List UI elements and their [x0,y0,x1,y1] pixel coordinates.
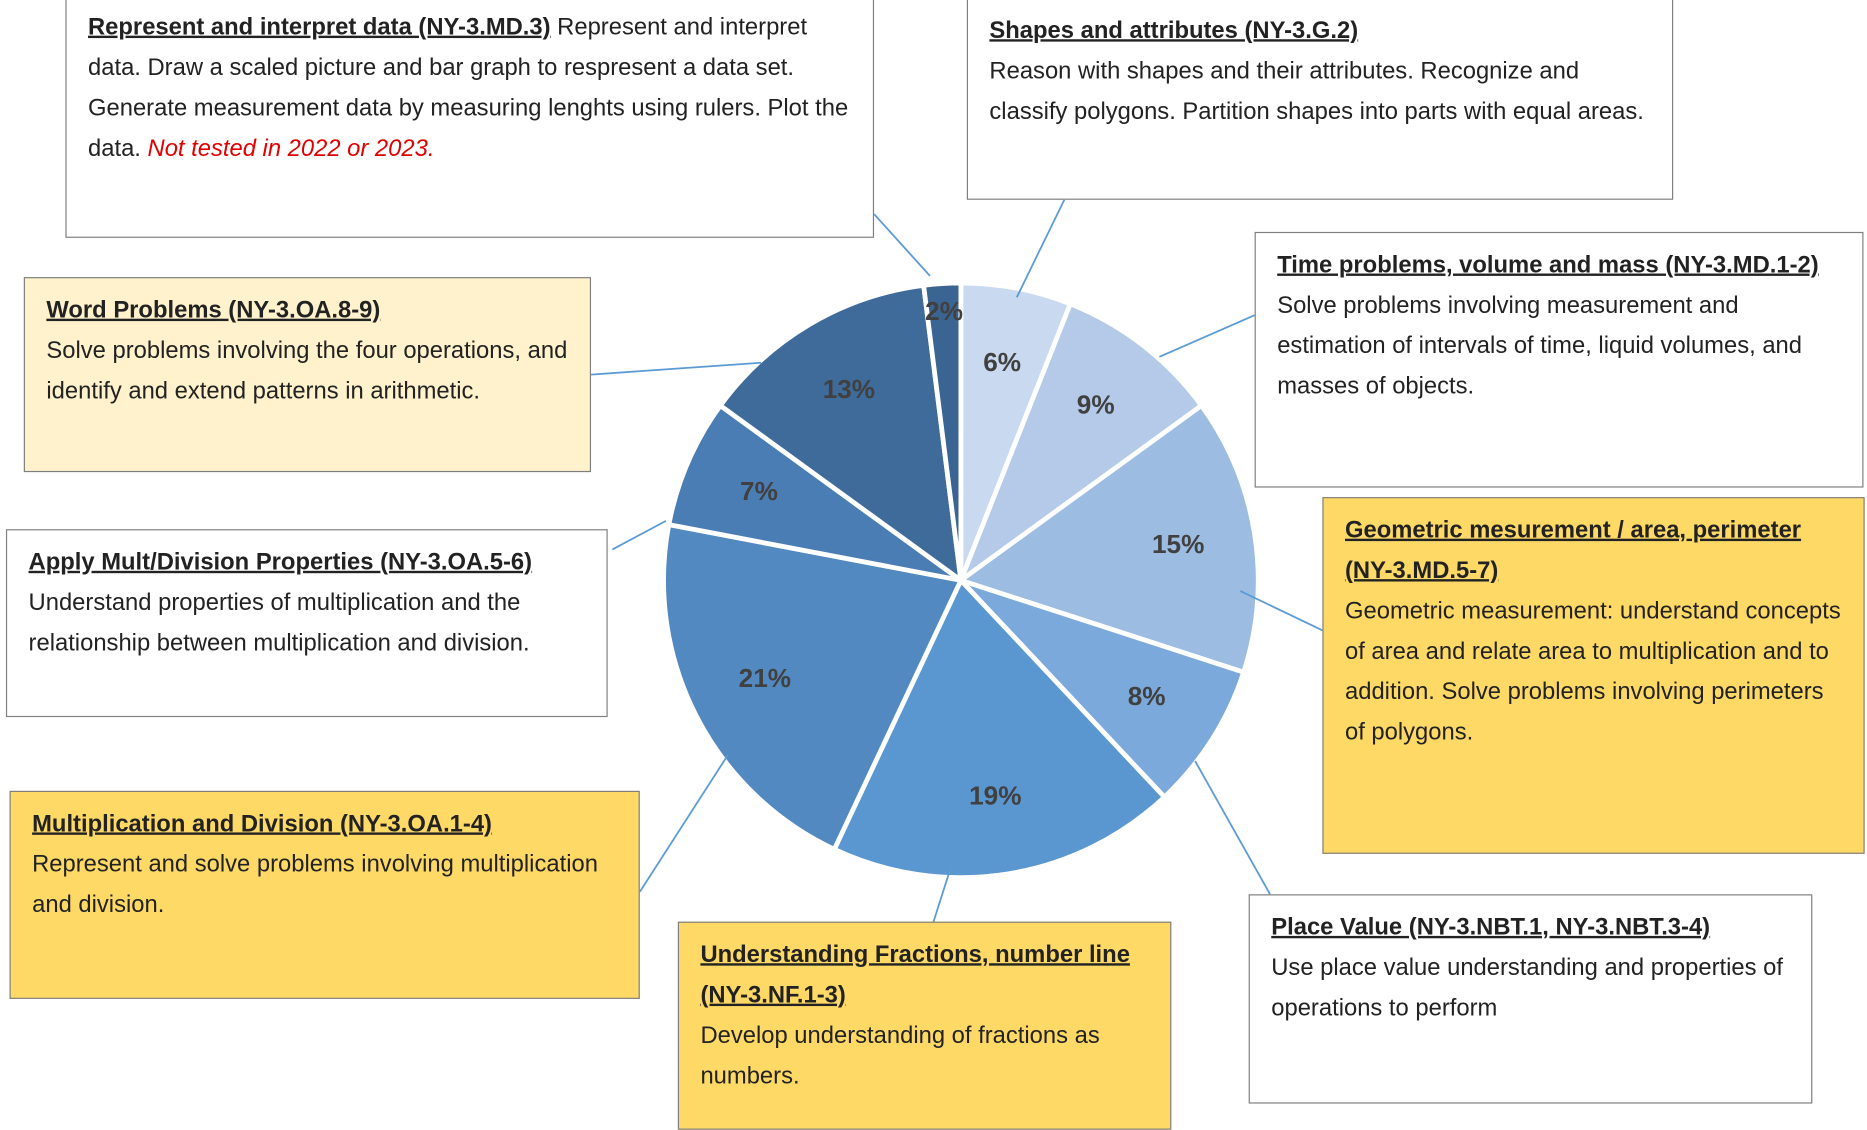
callout-box: Shapes and attributes (NY-3.G.2) Reason w… [966,0,1674,200]
leader-line [1194,760,1271,895]
callout-box: Place Value (NY-3.NBT.1, NY-3.NBT.3-4) Us… [1248,894,1813,1104]
leader-line [639,754,729,893]
callout-text: Represent and solve problems involving m… [32,851,598,919]
slice-label: 2% [925,296,963,326]
callout-title: Understanding Fractions, number line (NY… [700,941,1130,1009]
leader-line [1015,199,1066,298]
callout-title: Geometric mesurement / area, perimeter (… [1344,517,1802,584]
callout-title: Shapes and attributes (NY-3.G.2) [989,17,1359,45]
callout-text: Geometric measurement: understand concep… [1344,598,1841,746]
callout-box: Represent and interpret data (NY-3.MD.3)… [65,0,875,238]
callout-box: Understanding Fractions, number line (NY… [677,921,1172,1130]
slice-label: 21% [739,663,791,693]
leader-line [1239,590,1323,632]
pie-slice [955,300,1205,588]
slice-label: 15% [1152,529,1204,559]
callout-note: Not tested in 2022 or 2023. [147,135,435,162]
callout-text: Understand properties of multiplication … [28,589,530,657]
callout-box: Word Problems (NY-3.OA.8-9) Solve problem… [23,277,592,473]
slice-label: 8% [1128,681,1166,711]
pie-slice [666,402,963,583]
slice-label: 13% [823,374,875,404]
slice-label: 19% [969,781,1021,811]
leader-line [1159,314,1255,358]
callout-text: Use place value understanding and proper… [1271,954,1783,1022]
leader-line [590,361,762,376]
slice-label: 7% [740,476,778,506]
leader-line [612,520,667,551]
pie-slice [661,521,965,853]
callout-box: Multiplication and Division (NY-3.OA.1-4… [9,790,640,999]
pie-slice [717,282,964,586]
callout-text: Solve problems involving the four operat… [46,337,568,405]
callout-box: Apply Mult/Division Properties (NY-3.OA.… [5,529,608,718]
callout-title: Word Problems (NY-3.OA.8-9) [46,297,381,324]
pie-slice [831,576,1168,880]
callout-title: Apply Mult/Division Properties (NY-3.OA.… [28,549,533,576]
leader-line [932,865,953,922]
callout-title: Represent and interpret data (NY-3.MD.3) [88,14,551,41]
leader-line [873,213,931,277]
callout-title: Multiplication and Division (NY-3.OA.1-4… [32,811,492,838]
callout-title: Place Value (NY-3.NBT.1, NY-3.NBT.3-4) [1271,914,1711,941]
pie-slice [955,402,1261,676]
callout-text: Solve problems involving measurement and… [1277,292,1803,400]
callout-text: Reason with shapes and their attributes.… [989,58,1644,125]
pie-slice [920,280,964,581]
callout-box: Geometric mesurement / area, perimeter (… [1322,497,1865,854]
callout-box: Time problems, volume and mass (NY-3.MD.… [1254,231,1864,488]
callout-text: Develop understanding of fractions as nu… [700,1022,1100,1090]
callout-title: Time problems, volume and mass (NY-3.MD.… [1277,252,1819,279]
slice-label: 9% [1077,389,1115,419]
pie-slice [959,578,1247,801]
callout-text: Represent and interpret data. Draw a sca… [88,14,849,162]
slice-label: 6% [983,347,1021,377]
